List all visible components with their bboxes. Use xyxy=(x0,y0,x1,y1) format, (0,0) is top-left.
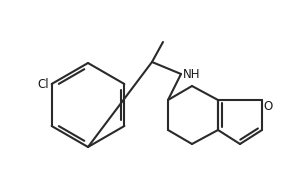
Text: O: O xyxy=(263,100,272,113)
Text: NH: NH xyxy=(183,68,201,81)
Text: Cl: Cl xyxy=(37,78,49,91)
